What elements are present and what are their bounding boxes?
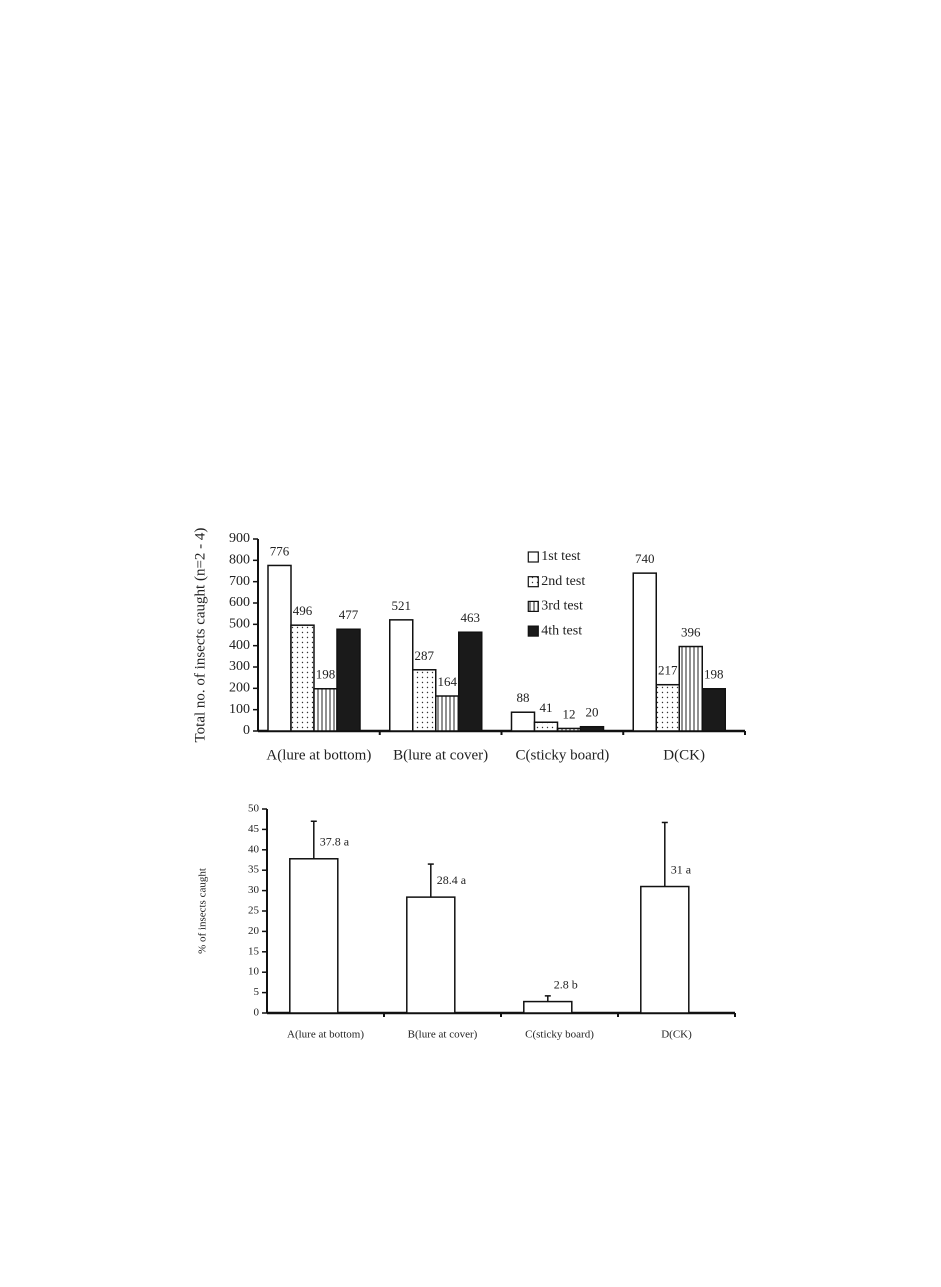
bar <box>701 688 726 732</box>
bar <box>655 683 680 732</box>
legend-swatch <box>527 625 539 637</box>
y-tick-label: 800 <box>229 553 250 568</box>
bar <box>533 721 559 732</box>
value-label: 2.8 b <box>554 977 578 991</box>
y-tick-label: 400 <box>229 638 250 653</box>
value-label: 12 <box>563 706 576 721</box>
y-tick-label: 25 <box>248 905 260 917</box>
x-tick-label: D(CK) <box>663 747 705 763</box>
x-tick-label: A(lure at bottom) <box>266 747 371 763</box>
bar <box>435 695 460 732</box>
y-tick-label: 5 <box>254 986 260 998</box>
x-tick-label: A(lure at bottom) <box>287 1029 364 1041</box>
y-tick-label: 15 <box>248 945 260 957</box>
bar <box>406 896 456 1014</box>
legend-label: 2nd test <box>541 574 585 589</box>
bar <box>678 645 703 732</box>
y-tick-label: 40 <box>248 843 260 855</box>
bar <box>523 1000 573 1014</box>
bar <box>267 564 292 732</box>
legend-label: 1st test <box>541 549 580 564</box>
bar <box>412 669 437 732</box>
legend-swatch <box>527 576 539 588</box>
x-tick-label: C(sticky board) <box>516 747 610 763</box>
y-tick-label: 45 <box>248 823 260 835</box>
x-tick-label: B(lure at cover) <box>408 1029 478 1041</box>
value-label: 396 <box>681 625 701 640</box>
bar <box>510 711 536 732</box>
bar <box>579 725 605 732</box>
value-label: 20 <box>586 705 599 720</box>
legend-label: 4th test <box>541 623 582 638</box>
x-tick-label: D(CK) <box>661 1029 692 1041</box>
value-label: 740 <box>635 551 655 566</box>
y-axis-label: Total no. of insects caught (n=2 - 4) <box>192 528 208 743</box>
x-tick-label: B(lure at cover) <box>393 747 488 763</box>
value-label: 88 <box>517 690 530 705</box>
y-tick-label: 30 <box>248 884 260 896</box>
value-label: 41 <box>540 700 553 715</box>
bar <box>458 631 483 732</box>
value-label: 37.8 a <box>320 835 350 849</box>
y-axis-label: % of insects caught <box>197 868 209 954</box>
y-tick-label: 20 <box>248 925 260 937</box>
bar <box>389 619 414 732</box>
y-tick-label: 0 <box>243 723 250 738</box>
value-label: 164 <box>438 674 458 689</box>
y-tick-label: 200 <box>229 681 250 696</box>
y-tick-label: 500 <box>229 617 250 632</box>
value-label: 198 <box>316 667 336 682</box>
bar <box>336 628 361 732</box>
y-tick-label: 10 <box>248 966 260 978</box>
legend-swatch <box>527 600 539 613</box>
bar <box>556 727 582 732</box>
value-label: 463 <box>461 610 481 625</box>
y-tick-label: 35 <box>248 864 260 876</box>
y-tick-label: 50 <box>248 803 260 815</box>
y-tick-label: 100 <box>229 702 250 717</box>
value-label: 217 <box>658 663 678 678</box>
legend-label: 3rd test <box>541 599 583 614</box>
y-tick-label: 700 <box>229 574 250 589</box>
x-tick-label: C(sticky board) <box>525 1029 594 1041</box>
value-label: 198 <box>704 667 724 682</box>
value-label: 496 <box>293 603 313 618</box>
y-tick-label: 300 <box>229 659 250 674</box>
value-label: 776 <box>270 543 290 558</box>
value-label: 287 <box>415 648 435 663</box>
value-label: 31 a <box>671 862 692 876</box>
value-label: 477 <box>339 607 359 622</box>
bar <box>289 858 339 1014</box>
value-label: 28.4 a <box>437 873 467 887</box>
y-tick-label: 600 <box>229 595 250 610</box>
legend-swatch <box>527 551 539 563</box>
bar <box>632 572 657 732</box>
value-label: 521 <box>392 598 412 613</box>
bar <box>640 885 690 1014</box>
bar <box>290 624 315 732</box>
bar <box>313 688 338 732</box>
y-tick-label: 900 <box>229 531 250 546</box>
y-tick-label: 0 <box>254 1007 260 1019</box>
